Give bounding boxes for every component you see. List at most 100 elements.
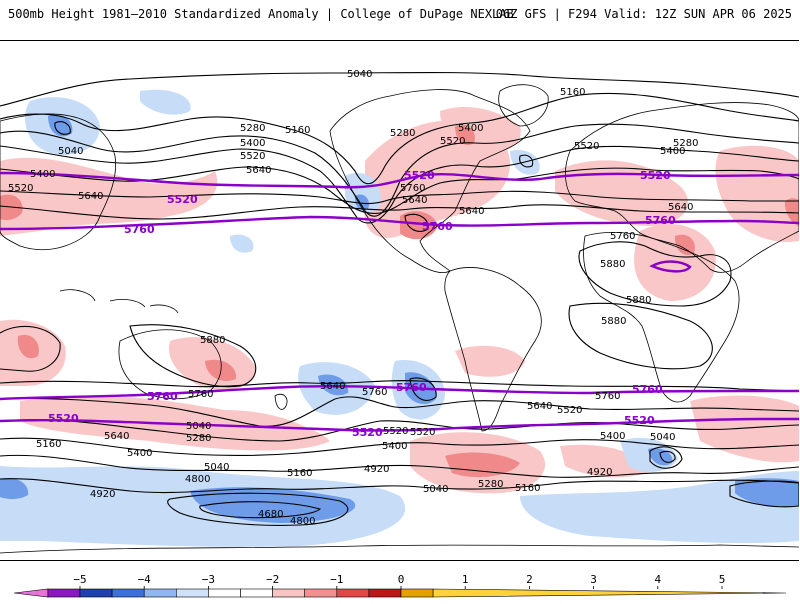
height-label: 5880 (600, 259, 625, 270)
colorbar-tick-label: 5 (719, 573, 726, 586)
height-label: 5640 (104, 431, 129, 442)
colorbar-tick-label: 1 (462, 573, 469, 586)
key-contour-label: 5520 (624, 414, 655, 427)
colorbar-swatch (208, 588, 241, 598)
height-label: 5160 (515, 483, 540, 494)
height-label: 5880 (200, 335, 225, 346)
height-label: 5160 (287, 468, 312, 479)
colorbar-tick-label: −2 (266, 573, 279, 586)
height-label: 5040 (204, 462, 229, 473)
key-contour-label: 5520 (48, 412, 79, 425)
colorbar-swatch (176, 588, 209, 598)
height-contour (0, 123, 799, 217)
coastline-south-america (444, 267, 542, 432)
negative-anomaly-core (735, 478, 799, 507)
height-label: 5520 (410, 427, 435, 438)
height-label: 4920 (587, 467, 612, 478)
height-label: 5520 (574, 141, 599, 152)
height-contour (167, 492, 349, 526)
key-contour-labels: 5520 5760 5520 5760 5520 5520 5760 5760 … (48, 169, 676, 439)
height-contour (0, 437, 799, 457)
height-label: 5640 (78, 191, 103, 202)
height-label: 5520 (8, 183, 33, 194)
height-label: 5400 (600, 431, 625, 442)
height-label: 4920 (364, 464, 389, 475)
height-label: 5640 (246, 165, 271, 176)
height-contour (129, 324, 257, 388)
colorbar-left-arrow (13, 588, 49, 598)
colorbar-swatches (13, 588, 787, 598)
colorbar-tick-label: 0 (398, 573, 405, 586)
height-label: 5400 (240, 138, 265, 149)
positive-anomaly-area (560, 444, 650, 478)
height-label: 5400 (30, 169, 55, 180)
negative-anomaly-area (140, 89, 191, 115)
height-contour (404, 213, 429, 232)
map-panel: 5040 5160 5280 5400 5520 5640 5040 5400 … (0, 40, 799, 561)
colorbar-tick-label: 4 (654, 573, 661, 586)
positive-anomaly-core (455, 124, 475, 146)
height-contour (0, 190, 799, 205)
height-label: 5040 (423, 484, 448, 495)
key-contour-5880-africa (649, 260, 692, 273)
height-label: 5400 (660, 146, 685, 157)
anomaly-map: 5040 5160 5280 5400 5520 5640 5040 5400 … (0, 69, 799, 554)
coastline-greenland (498, 84, 549, 127)
height-contour (0, 92, 799, 185)
key-contour-label: 5520 (404, 169, 435, 182)
colorbar-tick-label: −4 (138, 573, 152, 586)
height-contour (578, 241, 732, 307)
key-contour-5760-south (0, 384, 799, 401)
height-contour (0, 204, 799, 220)
colorbar-swatch (272, 588, 306, 598)
positive-anomaly-core (445, 452, 520, 478)
height-label: 5040 (186, 421, 211, 432)
height-contour (0, 71, 799, 107)
positive-anomaly-area (455, 345, 525, 377)
coastline-indonesia (59, 289, 179, 314)
colorbar-swatch (111, 588, 145, 598)
height-label: 4920 (90, 489, 115, 500)
height-label: 5400 (382, 441, 407, 452)
height-label: 5520 (383, 426, 408, 437)
height-label: 5760 (188, 389, 213, 400)
key-contour-label: 5520 (167, 193, 198, 206)
model-run-info: 06Z GFS | F294 Valid: 12Z SUN APR 06 202… (495, 7, 792, 21)
height-label: 5280 (186, 433, 211, 444)
colorbar-tick-label: −1 (330, 573, 343, 586)
positive-anomaly-core (400, 211, 438, 240)
colorbar-swatch (304, 588, 338, 598)
positive-anomaly-area (715, 145, 799, 242)
height-contour (729, 480, 799, 508)
height-contour (0, 454, 799, 478)
colorbar-tick-label: 3 (590, 573, 597, 586)
height-label: 5280 (390, 128, 415, 139)
height-labels: 5040 5160 5280 5400 5520 5640 5040 5400 … (8, 69, 698, 527)
height-contour (409, 377, 437, 401)
colorbar-right-arrow (432, 588, 787, 598)
key-contour-label: 5760 (422, 220, 453, 233)
height-label: 5880 (626, 295, 651, 306)
height-label: 5760 (610, 231, 635, 242)
negative-anomaly-core (354, 194, 369, 211)
header: 500mb Height 1981–2010 Standardized Anom… (0, 0, 800, 40)
height-label: 5640 (459, 206, 484, 217)
key-contour-label: 5760 (396, 381, 427, 394)
height-label: 5640 (527, 401, 552, 412)
key-contour-label: 5520 (640, 169, 671, 182)
height-label: 5280 (478, 479, 503, 490)
height-contour (0, 419, 799, 442)
height-label: 5520 (557, 405, 582, 416)
negative-anomaly-core (48, 114, 73, 137)
positive-anomaly-area (555, 160, 689, 226)
map-title: 500mb Height 1981–2010 Standardized Anom… (8, 7, 514, 21)
negative-anomaly-core (318, 374, 349, 396)
height-label: 5760 (362, 387, 387, 398)
negative-anomaly-area (230, 234, 254, 253)
colorbar-tick-label: −3 (202, 573, 215, 586)
height-label: 5400 (458, 123, 483, 134)
height-label: 5040 (58, 146, 83, 157)
colorbar-tick-label: −5 (73, 573, 86, 586)
height-label: 5880 (601, 316, 626, 327)
height-label: 5040 (347, 69, 372, 80)
